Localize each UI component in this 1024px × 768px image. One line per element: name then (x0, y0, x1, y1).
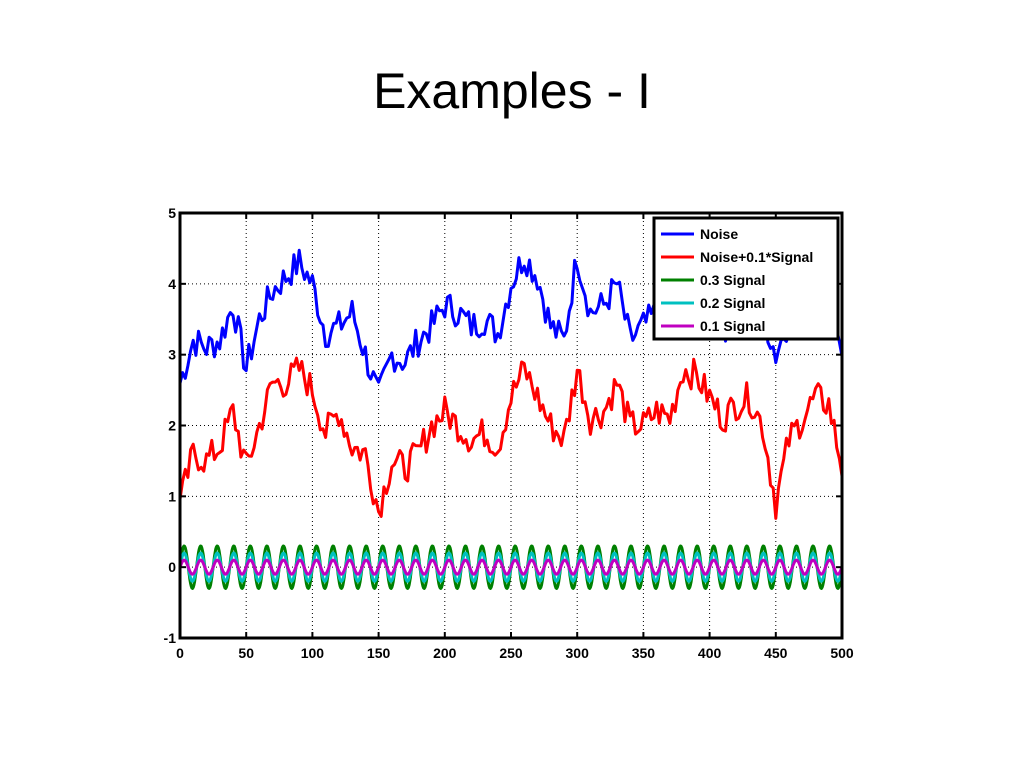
x-tick-label: 150 (367, 645, 391, 661)
y-tick-label: 1 (168, 488, 176, 504)
legend-label: Noise (700, 226, 738, 242)
x-tick-label: 100 (301, 645, 325, 661)
x-tick-label: 350 (632, 645, 656, 661)
x-tick-label: 500 (830, 645, 854, 661)
x-tick-label: 250 (499, 645, 523, 661)
y-tick-label: 0 (168, 559, 176, 575)
legend: Noise Noise+0.1*Signal 0.3 Signal 0.2 Signa… (652, 216, 840, 341)
legend-label: Noise+0.1*Signal (700, 249, 813, 265)
x-tick-label: 400 (698, 645, 722, 661)
legend-label: 0.1 Signal (700, 318, 765, 334)
series-line (178, 356, 844, 520)
x-tick-label: 450 (764, 645, 788, 661)
x-tick-label: 50 (238, 645, 254, 661)
x-tick-label: 0 (176, 645, 184, 661)
x-tick-label: 200 (433, 645, 457, 661)
x-tick-label: 300 (566, 645, 590, 661)
y-tick-label: -1 (164, 630, 177, 646)
y-tick-label: 2 (168, 418, 176, 434)
y-tick-label: 5 (168, 205, 176, 221)
series-line (178, 558, 844, 576)
y-tick-label: 4 (168, 276, 176, 292)
legend-label: 0.2 Signal (700, 295, 765, 311)
y-tick-label: 3 (168, 347, 176, 363)
slide-title: Examples - I (373, 63, 651, 119)
legend-label: 0.3 Signal (700, 272, 765, 288)
